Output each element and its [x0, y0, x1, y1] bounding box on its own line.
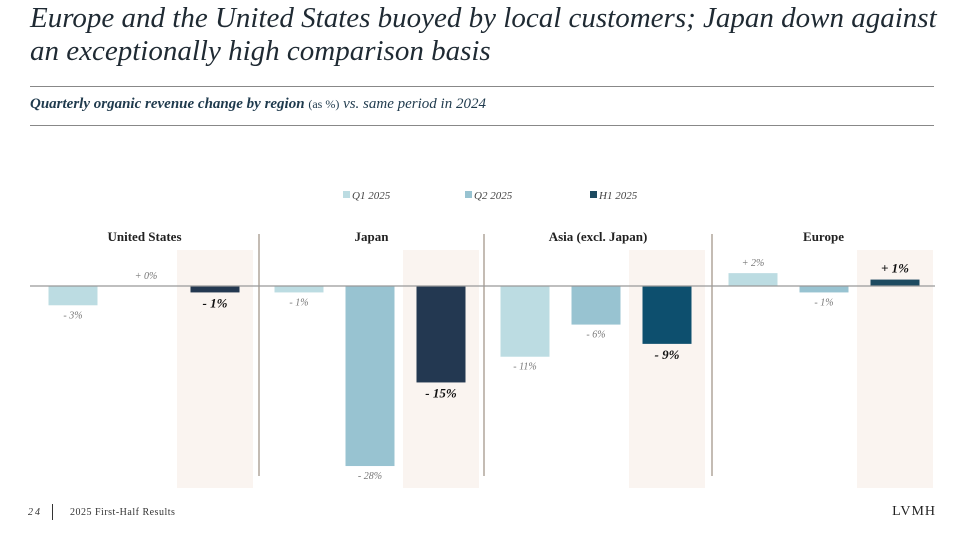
legend-label: H1 2025 [598, 190, 638, 202]
data-label: - 6% [586, 330, 605, 341]
data-label: - 1% [203, 295, 228, 310]
bar-h1-2025 [190, 286, 240, 293]
bar-q2-2025 [345, 286, 395, 467]
footer-separator [52, 504, 53, 520]
data-label: - 28% [358, 471, 382, 482]
data-label: - 1% [289, 297, 308, 308]
bar-q1-2025 [728, 273, 778, 286]
legend-label: Q1 2025 [352, 190, 391, 202]
legend-swatch [343, 191, 350, 198]
bar-q2-2025 [571, 286, 621, 325]
bar-q1-2025 [500, 286, 550, 357]
data-label: - 9% [655, 347, 680, 362]
data-label: + 0% [135, 271, 158, 282]
legend-swatch [590, 191, 597, 198]
data-label: - 11% [513, 362, 536, 373]
data-label: + 1% [881, 261, 909, 276]
chart-subtitle: Quarterly organic revenue change by regi… [30, 96, 486, 113]
bar-q1-2025 [274, 286, 324, 293]
category-label: Japan [355, 229, 390, 244]
highlight-column [857, 250, 933, 488]
subtitle-rest: vs. same period in 2024 [343, 96, 486, 112]
divider [30, 86, 934, 87]
legend-swatch [465, 191, 472, 198]
data-label: - 3% [63, 310, 82, 321]
category-label: Asia (excl. Japan) [549, 229, 648, 244]
category-label: Europe [803, 229, 844, 244]
bar-q1-2025 [48, 286, 98, 306]
category-label: United States [107, 229, 181, 244]
legend-label: Q2 2025 [474, 190, 513, 202]
bar-h1-2025 [416, 286, 466, 383]
data-label: - 1% [814, 297, 833, 308]
footer-label: 2025 First-Half Results [70, 507, 176, 518]
divider [30, 125, 934, 126]
subtitle-unit: (as %) [308, 97, 340, 111]
data-label: + 2% [742, 258, 765, 269]
bar-q2-2025 [799, 286, 849, 293]
bar-h1-2025 [642, 286, 692, 344]
lvmh-logo: LVMH [892, 504, 936, 519]
page-number: 24 [28, 507, 42, 518]
subtitle-bold: Quarterly organic revenue change by regi… [30, 96, 305, 112]
bar-h1-2025 [870, 279, 920, 286]
page-title: Europe and the United States buoyed by l… [30, 2, 937, 67]
data-label: - 15% [425, 385, 457, 400]
